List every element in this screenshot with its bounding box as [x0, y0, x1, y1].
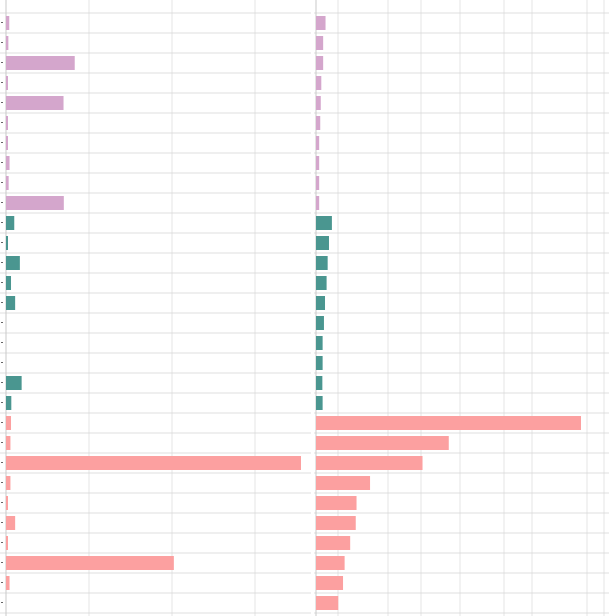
tick-mark — [1, 62, 3, 63]
tick-mark — [1, 242, 3, 243]
tick-mark — [1, 282, 3, 283]
tick-mark — [1, 82, 3, 83]
bar — [316, 176, 320, 190]
tick-mark — [1, 182, 3, 183]
bar — [316, 596, 339, 610]
tick-mark — [1, 142, 3, 143]
bar — [6, 296, 16, 310]
tick-mark — [1, 382, 3, 383]
bar — [316, 216, 332, 230]
tick-mark — [1, 122, 3, 123]
tick-mark — [1, 462, 3, 463]
tick-mark — [1, 202, 3, 203]
tick-mark — [1, 322, 3, 323]
tick-mark — [1, 402, 3, 403]
tick-mark — [1, 422, 3, 423]
bar — [316, 576, 344, 590]
bar — [6, 116, 8, 130]
bar — [316, 236, 329, 250]
panel-right — [314, 0, 609, 616]
bar — [316, 256, 328, 270]
bar — [316, 296, 326, 310]
bar — [316, 136, 320, 150]
bar — [6, 196, 64, 210]
bar — [6, 216, 15, 230]
tick-mark — [1, 602, 3, 603]
bar — [316, 416, 581, 430]
bar — [316, 336, 323, 350]
bar — [316, 396, 323, 410]
tick-mark — [1, 502, 3, 503]
tick-mark — [1, 442, 3, 443]
bar — [316, 356, 323, 370]
bar — [316, 196, 320, 210]
tick-mark — [1, 42, 3, 43]
tick-mark — [1, 342, 3, 343]
tick-mark — [1, 582, 3, 583]
bar — [316, 376, 323, 390]
bar — [316, 476, 371, 490]
tick-mark — [1, 302, 3, 303]
bar — [6, 396, 12, 410]
bar — [316, 516, 356, 530]
bar — [6, 496, 8, 510]
bar — [316, 76, 322, 90]
bar — [316, 276, 327, 290]
bar — [316, 436, 449, 450]
bar — [6, 16, 10, 30]
bar — [6, 416, 12, 430]
bar — [6, 276, 12, 290]
bar — [316, 316, 324, 330]
tick-mark — [1, 362, 3, 363]
bar — [6, 96, 64, 110]
tick-mark — [1, 262, 3, 263]
tick-mark — [1, 162, 3, 163]
bar — [316, 556, 345, 570]
tick-mark — [1, 542, 3, 543]
bar — [316, 96, 321, 110]
bar — [316, 156, 320, 170]
bar — [6, 236, 8, 250]
bar — [316, 56, 324, 70]
tick-mark — [1, 482, 3, 483]
tick-mark — [1, 562, 3, 563]
bar — [6, 476, 11, 490]
bar — [6, 376, 22, 390]
bar — [316, 536, 351, 550]
bar — [6, 56, 75, 70]
bar — [6, 256, 20, 270]
bar — [316, 116, 321, 130]
bar — [6, 556, 174, 570]
bar — [316, 496, 357, 510]
tick-mark — [1, 222, 3, 223]
bar — [316, 16, 326, 30]
panel-left — [0, 0, 588, 616]
bar — [6, 576, 10, 590]
bar — [316, 456, 423, 470]
bar — [6, 176, 9, 190]
bar — [6, 436, 11, 450]
bar — [6, 36, 9, 50]
tick-mark — [1, 522, 3, 523]
bar — [6, 156, 10, 170]
tick-mark — [1, 102, 3, 103]
bar — [316, 36, 324, 50]
bar — [6, 76, 8, 90]
tick-mark — [1, 22, 3, 23]
bar — [6, 136, 8, 150]
bar — [6, 536, 8, 550]
bar — [6, 516, 16, 530]
bar — [6, 456, 301, 470]
